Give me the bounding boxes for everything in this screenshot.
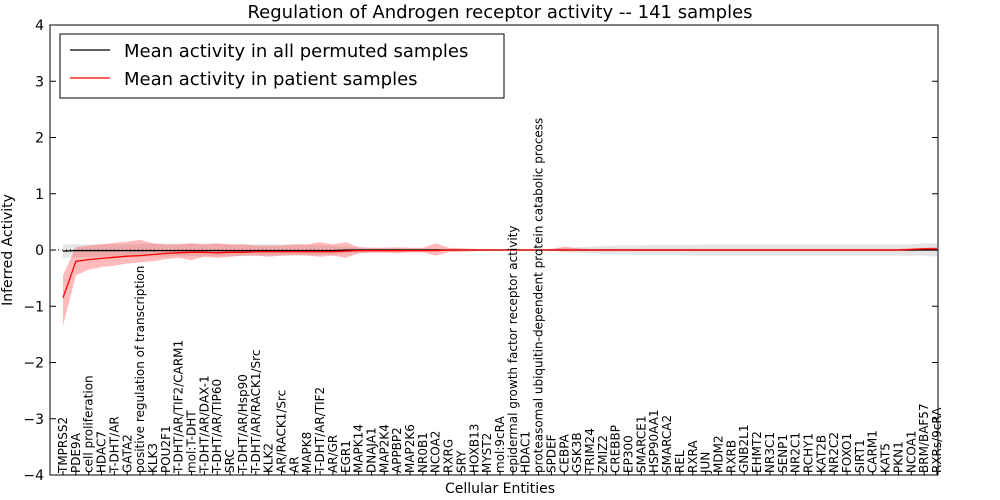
x-tick-label: NR2C2: [827, 432, 841, 473]
x-tick-label: cell proliferation: [82, 375, 96, 473]
y-tick-label: 3: [35, 74, 44, 90]
x-tick-label: RXRG: [442, 439, 456, 473]
x-tick-label: HOXB13: [467, 424, 481, 473]
x-tick-label: ZMIZ2: [596, 435, 610, 473]
legend: Mean activity in all permuted samples Me…: [59, 33, 505, 99]
y-tick-label: −2: [23, 356, 44, 372]
x-tick-label: CREBBP: [609, 425, 623, 473]
x-tick-label: MAPK14: [352, 424, 366, 473]
x-tick-label: DNAJA1: [365, 427, 379, 473]
x-tick-label: HDAC1: [519, 431, 533, 473]
x-tick-label: RCHY1: [802, 433, 816, 473]
x-tick-label: RXRs/9cRA: [930, 407, 944, 473]
x-tick-label: T-DHT/AR/DAX-1: [197, 375, 211, 474]
y-tick-label: −4: [23, 468, 44, 484]
y-tick-label: 4: [35, 18, 44, 34]
x-tick-label: RXRB: [724, 440, 738, 473]
y-axis: −4 −3 −2 −1 0 1 2 3 4: [23, 18, 938, 484]
x-tick-label: MDM2: [712, 435, 726, 473]
x-tick-label: mol:T-DHT: [185, 410, 199, 473]
x-tick-label: NCOA2: [429, 431, 443, 473]
x-tick-label: AR: [287, 456, 301, 473]
x-tick-label: SRC: [223, 449, 237, 473]
x-tick-label: RXRA: [686, 440, 700, 473]
y-tick-label: 0: [35, 243, 44, 259]
y-tick-label: 1: [35, 187, 44, 203]
x-tick-label: SPDEF: [544, 434, 558, 473]
x-tick-label: FOXO1: [840, 433, 854, 473]
x-tick-label: GSK3B: [570, 432, 584, 473]
x-tick-label: SENP1: [776, 434, 790, 473]
x-tick-label: SRY: [454, 450, 468, 473]
x-tick-label: EP300: [622, 435, 636, 473]
y-axis-label: Inferred Activity: [0, 194, 16, 306]
x-tick-label: BRM/BAF57: [917, 403, 931, 473]
x-tick-label: MAPK8: [300, 432, 314, 473]
y-tick-label: 2: [35, 131, 44, 147]
x-tick-label: T-DHT/AR/RACK1/Src: [249, 350, 263, 474]
x-tick-label: KLK2: [262, 443, 276, 473]
x-tick-label: EHMT2: [750, 431, 764, 473]
x-tick-label: NR3C1: [763, 432, 777, 473]
x-tick-label: MAP2K4: [377, 424, 391, 473]
x-tick-label: JUN: [699, 452, 713, 474]
x-tick-label: AR/GR: [326, 435, 340, 473]
legend-label-permuted: Mean activity in all permuted samples: [124, 41, 468, 62]
x-tick-label: SMARCA2: [660, 415, 674, 473]
x-tick-label: REL: [673, 450, 687, 473]
y-tick-label: −1: [23, 299, 44, 315]
x-tick-label: NR2C1: [789, 432, 803, 473]
x-tick-label: epidermal growth factor receptor activit…: [506, 226, 520, 473]
x-tick-label: POU2F1: [159, 425, 173, 473]
x-tick-label: HDAC7: [95, 431, 109, 473]
series-line-1: [62, 248, 937, 299]
x-tick-label: T-DHT/AR/Hsp90: [236, 374, 250, 474]
legend-box: [59, 33, 505, 99]
x-tick-label: T-DHT/AR/TIP60: [210, 379, 224, 474]
x-tick-label: EGR1: [339, 440, 353, 473]
x-tick-label: mol:9cRA: [493, 416, 507, 473]
x-tick-label: PKN1: [891, 441, 905, 473]
x-tick-label: NCOA1: [904, 431, 918, 473]
x-tick-label: GNB2L1: [737, 425, 751, 473]
x-tick-label: AR/RACK1/Src: [275, 390, 289, 473]
x-tick-label: CARM1: [866, 430, 880, 473]
x-tick-label: SMARCE1: [634, 415, 648, 473]
x-tick-label: KAT2B: [814, 435, 828, 473]
x-tick-label: NR0B1: [416, 432, 430, 473]
x-tick-label: KAT5: [879, 443, 893, 473]
plot-frame: [49, 24, 939, 476]
x-tick-label: KLK3: [146, 443, 160, 473]
band-series-1: [63, 239, 937, 326]
series-lines: [62, 248, 937, 299]
x-tick-label: APPBP2: [390, 427, 404, 473]
x-tick-label: MYST2: [480, 433, 494, 473]
x-tick-label: T-DHT/AR: [107, 416, 121, 474]
x-tick-label: GATA2: [120, 434, 134, 473]
x-tick-label: positive regulation of transcription: [133, 266, 147, 473]
x-tick-label: CEBPA: [557, 433, 571, 473]
x-tick-label: TMPRSS2: [56, 417, 70, 474]
x-tick-label: SIRT1: [853, 439, 867, 473]
x-tick-label: MAP2K6: [403, 424, 417, 473]
x-tick-label: T-DHT/AR/TIF2: [313, 387, 327, 474]
x-tick-label: PDE9A: [69, 432, 83, 473]
x-tick-label: HSP90AA1: [647, 409, 661, 473]
legend-label-patient: Mean activity in patient samples: [124, 69, 418, 90]
x-tick-label: TRIM24: [583, 428, 597, 474]
chart-title: Regulation of Androgen receptor activity…: [247, 2, 752, 23]
y-tick-label: −3: [23, 412, 44, 428]
x-tick-label: T-DHT/AR/TIF2/CARM1: [172, 340, 186, 474]
x-axis-label: Cellular Entities: [445, 481, 555, 497]
x-tick-label: proteasomal ubiquitin-dependent protein …: [532, 118, 546, 473]
